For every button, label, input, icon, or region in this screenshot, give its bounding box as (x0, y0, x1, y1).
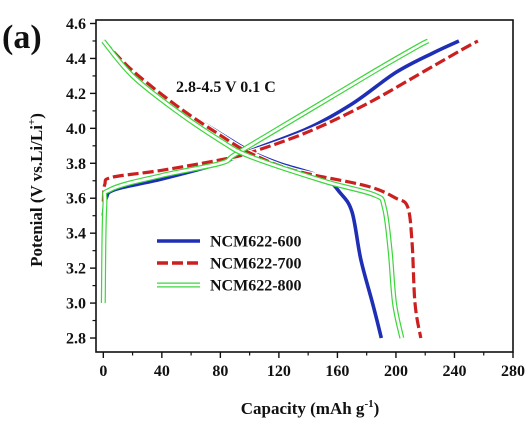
plot-border (95, 19, 514, 353)
x-tick-label: 40 (154, 363, 170, 380)
y-tick-label: 4.2 (66, 86, 86, 103)
legend: NCM622-600 NCM622-700 NCM622-800 (157, 234, 302, 295)
y-tick-label: 3.8 (66, 156, 86, 173)
series-3-discharge-curve (102, 40, 404, 339)
series-2 (100, 38, 481, 341)
y-axis-title-main: Potenial (V vs.Li/Li (27, 125, 46, 267)
x-axis-title: Capacity (mAh g-1) (241, 398, 380, 418)
y-tick-label: 3.0 (66, 296, 86, 313)
x-tick-label: 200 (384, 363, 408, 380)
series-3 (100, 38, 430, 339)
y-tick-label: 4.0 (66, 121, 86, 138)
legend-label: NCM622-800 (210, 278, 302, 295)
x-axis-title-end: ) (374, 399, 380, 418)
x-axis-title-main: Capacity (mAh g (241, 399, 365, 418)
x-tick-label: 240 (442, 363, 466, 380)
y-tick-label: 3.4 (66, 226, 86, 243)
y-tick-label: 2.8 (66, 331, 86, 348)
x-axis-title-sup: -1 (364, 398, 373, 410)
x-tick-label: 280 (501, 363, 525, 380)
plot-frame (95, 19, 514, 353)
series-layer (100, 38, 481, 341)
condition-annotation: 2.8-4.5 V 0.1 C (176, 79, 276, 96)
y-tick-label: 4.6 (66, 16, 86, 33)
series-3-charge-curve (102, 39, 429, 304)
x-tick-label: 160 (325, 363, 349, 380)
legend-item-1: NCM622-600 (157, 234, 302, 251)
x-tick-label: 80 (212, 363, 228, 380)
series-2-discharge-curve (102, 39, 423, 339)
y-axis-title-sup: + (26, 119, 38, 125)
x-tick-label: 0 (99, 363, 107, 380)
axis-ticks (90, 22, 514, 358)
legend-label: NCM622-700 (210, 256, 302, 273)
legend-item-2: NCM622-700 (157, 256, 302, 273)
y-tick-label: 4.4 (66, 51, 86, 68)
y-tick-label: 3.2 (66, 261, 86, 278)
y-axis-title: Potenial (V vs.Li/Li+) (26, 113, 46, 267)
panel-label: (a) (2, 19, 42, 56)
legend-label: NCM622-600 (210, 234, 302, 251)
y-tick-labels: 2.8 3.0 3.2 3.4 3.6 3.8 4.0 4.2 4.4 4.6 (66, 16, 86, 348)
y-tick-label: 3.6 (66, 191, 86, 208)
y-axis-title-end: ) (27, 113, 46, 119)
x-tick-label: 120 (267, 363, 291, 380)
legend-item-3: NCM622-800 (157, 278, 302, 295)
x-tick-labels: 0 40 80 120 160 200 240 280 (99, 363, 525, 380)
